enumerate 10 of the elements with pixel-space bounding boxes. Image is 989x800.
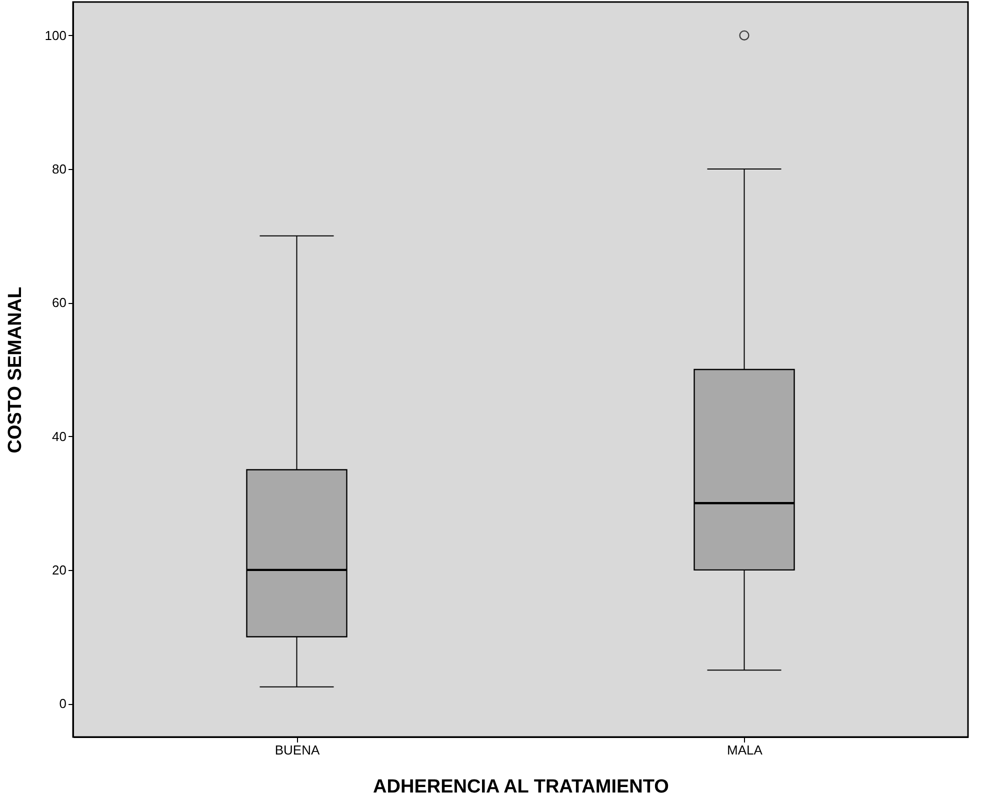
y-tick-label: 100 xyxy=(44,28,66,43)
y-tick-label: 40 xyxy=(52,428,66,444)
y-tick-label: 0 xyxy=(59,696,66,712)
x-axis-title: ADHERENCIA AL TRATAMIENTO xyxy=(373,776,669,798)
x-tick-label: MALA xyxy=(727,742,763,758)
y-axis-title: COSTO SEMANAL xyxy=(4,286,26,454)
x-tick-label: BUENA xyxy=(274,742,320,758)
y-tick-label: 20 xyxy=(52,562,66,578)
y-tick-label: 60 xyxy=(52,295,66,310)
y-tick-label: 80 xyxy=(52,162,66,177)
